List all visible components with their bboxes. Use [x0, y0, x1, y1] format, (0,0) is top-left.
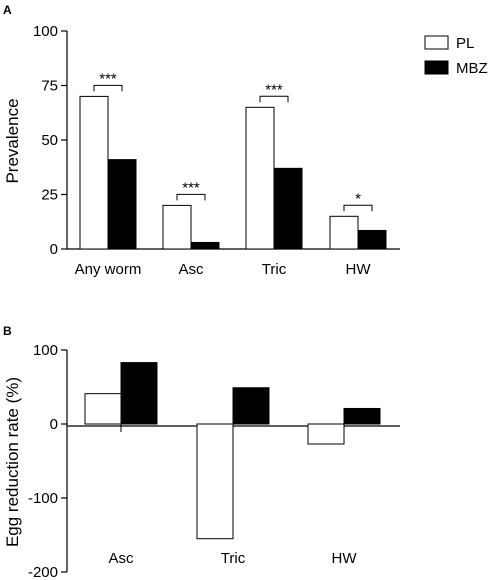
bar-pl-any-worm: [79, 95, 109, 250]
panel-a-y-axis-label: Prevalence: [3, 98, 22, 183]
panel-a-x-tick-labels: Any worm Asc Tric HW: [75, 261, 372, 278]
significance-marker: ***: [265, 81, 283, 98]
x-tick-label: Asc: [108, 550, 134, 567]
legend-swatch-pl: [424, 35, 449, 50]
bar-mbz-tric: [273, 167, 303, 250]
y-tick-label: 25: [41, 187, 58, 204]
legend-label-pl: PL: [456, 35, 474, 52]
y-tick-label: 75: [41, 78, 58, 95]
bar-mbz-hw: [357, 229, 387, 250]
y-tick-label: 0: [50, 416, 58, 433]
panel-a-legend: PL MBZ: [424, 35, 488, 77]
panel-a-bars: [79, 95, 387, 250]
significance-bracket: [93, 84, 123, 92]
bar-mbz-hw: [343, 407, 381, 425]
bar-mbz-asc: [120, 362, 158, 425]
y-tick-label: -100: [28, 490, 58, 507]
bar-mbz-asc: [190, 241, 220, 250]
legend-label-mbz: MBZ: [456, 60, 488, 77]
bar-pl-tric: [245, 106, 275, 250]
bar-pl-tric: [196, 423, 234, 540]
bar-mbz-tric: [232, 387, 270, 425]
y-tick-label: -200: [28, 564, 58, 580]
significance-marker: *: [355, 190, 361, 207]
y-tick-label: 0: [50, 241, 58, 258]
significance-bracket: [343, 204, 373, 212]
panel-b-label: B: [3, 324, 12, 338]
y-tick-label: 100: [33, 23, 58, 40]
significance-bracket: [176, 193, 206, 201]
x-tick-label: Tric: [262, 261, 287, 278]
bar-pl-hw: [307, 423, 345, 445]
x-tick-label: HW: [332, 550, 358, 567]
y-tick-label: 50: [41, 132, 58, 149]
panel-a-y-ticks: 0 25 50 75 100: [33, 23, 67, 258]
x-tick-label: Any worm: [75, 261, 142, 278]
bar-pl-hw: [329, 215, 359, 250]
x-tick-label: Asc: [178, 261, 204, 278]
x-tick-label: Tric: [221, 550, 246, 567]
significance-marker: ***: [182, 179, 200, 196]
significance-bracket: [259, 95, 289, 103]
legend-swatch-mbz: [424, 60, 449, 75]
panel-b-y-ticks: -200 -100 0 100: [28, 342, 67, 580]
bar-pl-asc: [162, 204, 192, 250]
panel-b: B Egg reduction rate (%) -200 -100 0 100 As…: [3, 324, 400, 580]
panel-a-label: A: [3, 3, 12, 17]
y-tick-label: 100: [33, 342, 58, 359]
significance-marker: ***: [99, 70, 117, 87]
x-tick-label: HW: [346, 261, 372, 278]
panel-a-significance: **********: [93, 70, 373, 212]
bar-pl-asc: [84, 393, 122, 425]
panel-b-y-axis-label: Egg reduction rate (%): [3, 377, 22, 547]
bar-mbz-any-worm: [107, 159, 137, 250]
panel-b-x-tick-labels: Asc Tric HW: [108, 424, 357, 567]
panel-b-bars: [84, 362, 381, 540]
